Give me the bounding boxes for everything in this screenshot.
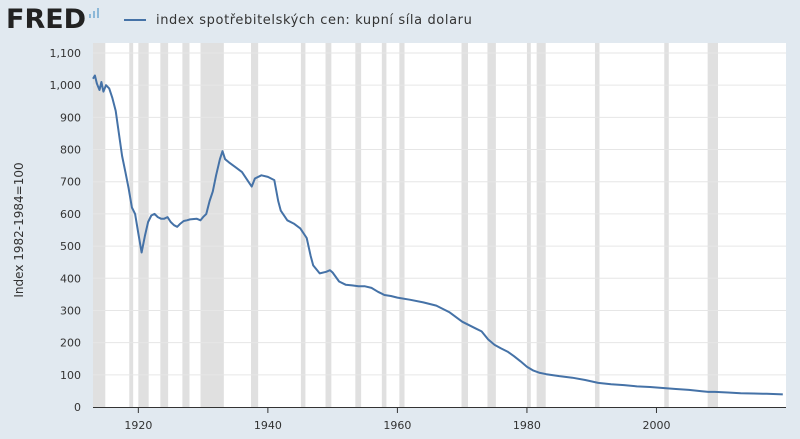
x-tick-label: 1960 (383, 419, 411, 432)
axes: 0 100 200 300 400 500 600 700 800 900 1,000 1,100 19… (50, 47, 786, 432)
series-layer (92, 74, 783, 396)
recession-band (707, 43, 718, 407)
y-tick-label: 1,000 (50, 79, 82, 92)
chart-header: FRED index spotřebitelských cen: kupní s… (0, 0, 800, 40)
series-line[interactable] (92, 74, 783, 396)
y-tick-label: 600 (60, 208, 81, 221)
y-tick-label: 800 (60, 144, 81, 157)
recession-band (461, 43, 468, 407)
recession-band (536, 43, 546, 407)
y-tick-label: 500 (60, 240, 81, 253)
x-tick-label: 2000 (642, 419, 670, 432)
recession-band (300, 43, 306, 407)
legend-label: index spotřebitelských cen: kupní síla d… (156, 12, 473, 28)
y-tick-label: 0 (74, 401, 81, 414)
recession-band (594, 43, 600, 407)
recession-band (487, 43, 496, 407)
recession-band (93, 43, 106, 407)
recession-band (251, 43, 259, 407)
recession-band (355, 43, 362, 407)
fred-logo[interactable]: FRED (6, 4, 87, 35)
y-tick-label: 400 (60, 272, 81, 285)
recession-band (129, 43, 134, 407)
y-axis-label: Index 1982-1984=100 (12, 162, 26, 297)
y-tick-label: 900 (60, 111, 81, 124)
recession-band (200, 43, 224, 407)
recession-band (526, 43, 531, 407)
y-tick-label: 200 (60, 337, 81, 350)
recession-band (138, 43, 149, 407)
fred-logo-mark-icon (89, 8, 99, 18)
x-tick-label: 1940 (254, 419, 282, 432)
recession-bands (93, 43, 718, 407)
x-tick-label: 1980 (513, 419, 541, 432)
recession-band (664, 43, 669, 407)
y-tick-label: 300 (60, 304, 81, 317)
plot-background (93, 43, 786, 407)
recession-band (399, 43, 405, 407)
gridlines (93, 52, 786, 376)
recession-band (160, 43, 169, 407)
x-tick-label: 1920 (124, 419, 152, 432)
y-tick-label: 700 (60, 176, 81, 189)
recession-band (325, 43, 332, 407)
chart-legend[interactable]: index spotřebitelských cen: kupní síla d… (124, 10, 472, 30)
y-tick-label: 1,100 (50, 47, 82, 60)
recession-band (381, 43, 387, 407)
legend-line-swatch (124, 19, 146, 21)
y-tick-label: 100 (60, 369, 81, 382)
recession-band (182, 43, 190, 407)
